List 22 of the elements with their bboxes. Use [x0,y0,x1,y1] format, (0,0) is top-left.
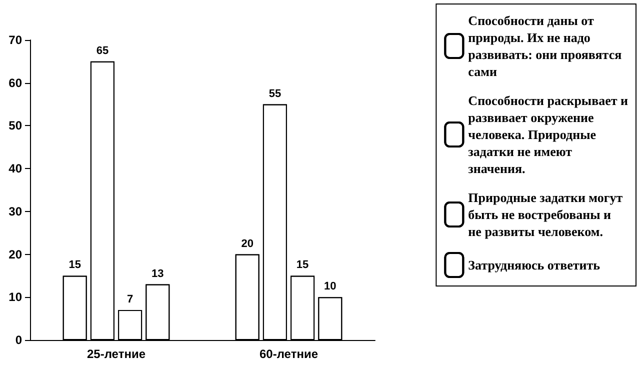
y-tick-label: 0 [15,333,22,347]
y-tick-label: 70 [8,33,22,47]
legend-label: Способности раскрывает и развивает окружение человека. Природные задатки не имеют значения. [468,93,629,176]
y-tick-label: 20 [8,247,22,262]
y-tick-label: 10 [8,290,22,304]
data-label: 55 [268,88,282,100]
data-label: 13 [152,268,164,280]
data-label: 15 [296,259,309,272]
y-tick-label: 40 [8,162,22,176]
x-tick-label: 60-летние [260,347,318,361]
y-tick-label: 50 [8,118,22,133]
legend-label: Природные задатки могут быть не востребованы и не развиты человеком. [468,190,624,239]
data-label: 15 [68,259,81,272]
x-tick-label: 25-летние [87,347,146,361]
data-label: 10 [324,280,336,293]
y-tick-label: 30 [8,204,22,218]
legend-label: Способности даны от природы. Их не надо развивать: они проявятся сами [468,13,622,79]
data-label: 7 [126,294,134,306]
legend-label: Затрудняюсь ответить [468,258,600,272]
data-label: 20 [241,238,254,250]
data-label: 65 [96,44,109,57]
y-tick-label: 60 [8,76,22,90]
